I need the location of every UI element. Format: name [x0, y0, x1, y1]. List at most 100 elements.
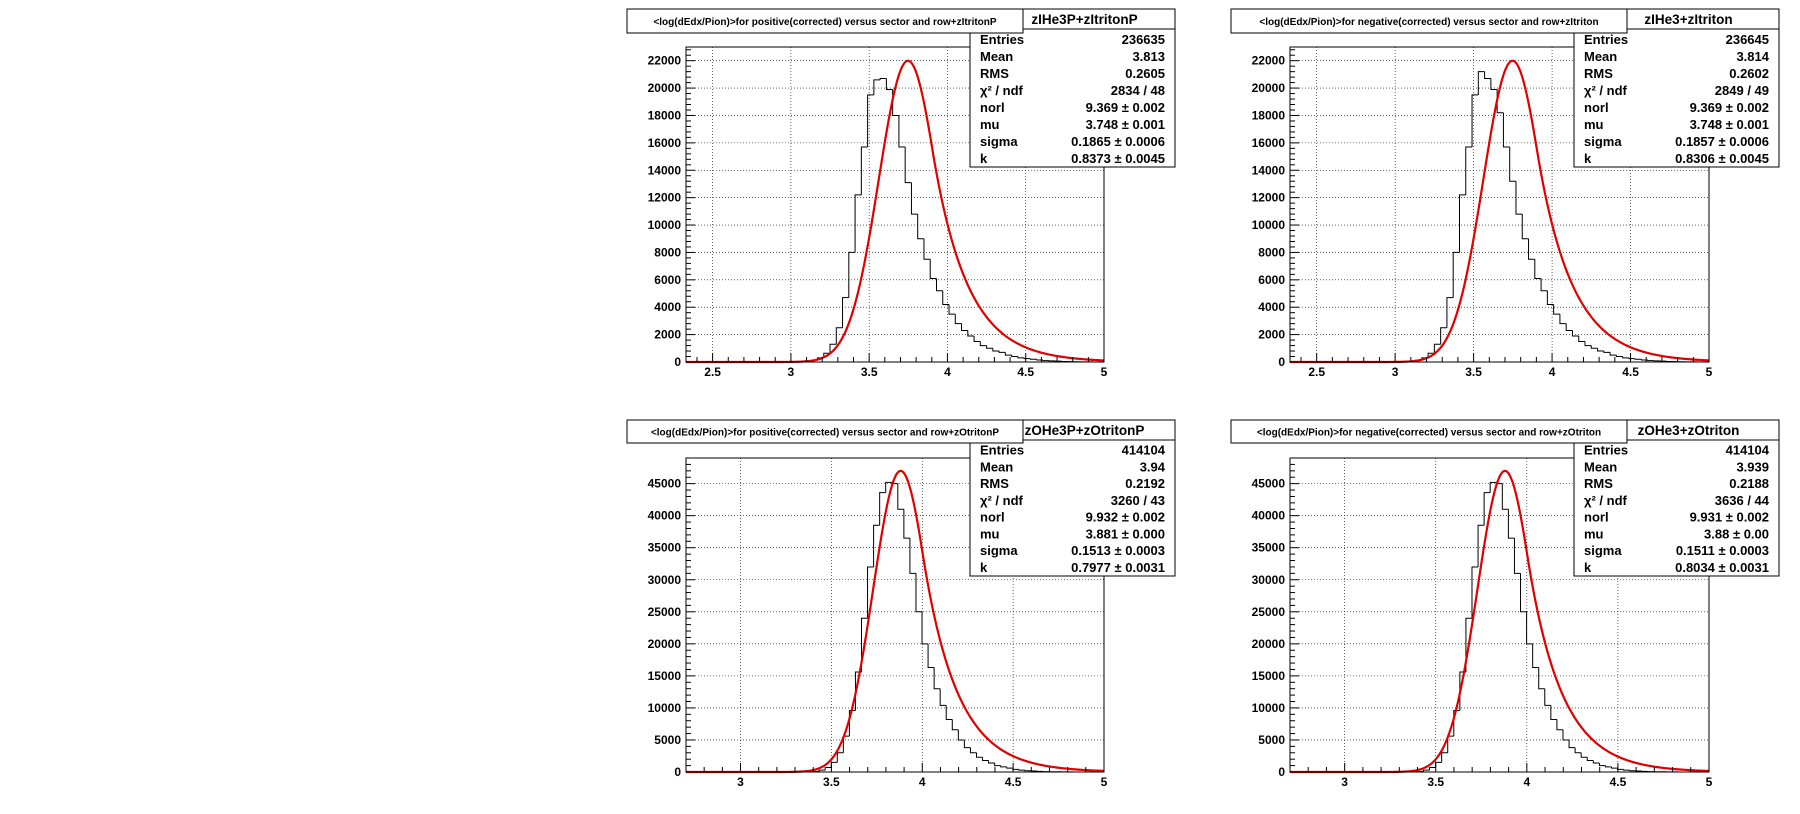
title-box — [1230, 8, 1628, 34]
histogram-bin — [1571, 330, 1579, 337]
histogram-bin — [942, 290, 950, 305]
histogram-bin — [979, 341, 987, 347]
y-tick-label: 10000 — [1252, 218, 1286, 232]
x-tick-label: 4.5 — [1005, 775, 1022, 789]
histogram-bin — [873, 79, 881, 95]
y-tick-label: 22000 — [1252, 54, 1286, 68]
chart-pad-1: 2.5 3 3.5 4 4.5 5 0 2000 4000 6000 8000 10000 12000 1… — [626, 8, 1176, 379]
histogram-bin — [957, 729, 965, 741]
stats-value: 0.2192 — [1125, 476, 1165, 491]
stats-value: 2834 / 48 — [1111, 83, 1165, 98]
y-tick-label: 5000 — [1258, 733, 1285, 747]
histogram-bin — [1018, 769, 1025, 771]
histogram-bin — [1000, 765, 1007, 768]
histogram-bin — [903, 509, 910, 539]
histogram-bin — [1004, 352, 1012, 356]
histogram-bin — [835, 327, 843, 345]
y-tick-label: 25000 — [648, 605, 682, 619]
histogram-bin — [1422, 769, 1430, 772]
histogram-bin — [1011, 355, 1018, 358]
histogram-bin — [982, 757, 989, 761]
stats-label: norl — [1584, 100, 1609, 115]
histogram-bin — [1483, 492, 1491, 526]
stats-label: Entries — [1584, 32, 1628, 47]
stats-label: Mean — [1584, 49, 1617, 64]
stats-value: 0.1865 ± 0.0006 — [1071, 134, 1165, 149]
stats-label: Mean — [1584, 459, 1617, 474]
x-tick-label: 4.5 — [1610, 775, 1627, 789]
stats-label: mu — [1584, 117, 1604, 132]
stats-label: k — [980, 151, 988, 166]
stats-box — [1573, 8, 1780, 168]
histogram-bin — [963, 739, 971, 749]
histogram-bin — [945, 705, 953, 720]
stats-label: Mean — [980, 49, 1013, 64]
histogram-bin — [1629, 770, 1636, 772]
stats-value: 0.8373 ± 0.0045 — [1071, 151, 1165, 166]
x-tick-label: 5 — [1101, 775, 1108, 789]
stats-label: mu — [980, 526, 1000, 541]
histogram-bin — [1590, 345, 1598, 349]
x-tick-label: 2.5 — [704, 365, 721, 379]
histogram-bin — [1634, 358, 1642, 360]
histogram-bin — [830, 761, 838, 768]
x-tick-label: 4 — [1549, 365, 1556, 379]
stats-label: Entries — [1584, 443, 1628, 458]
histogram-bin — [1024, 770, 1031, 772]
stats-label: norl — [980, 100, 1005, 115]
plot-frame — [685, 46, 1105, 363]
x-tick-label: 5 — [1706, 775, 1713, 789]
stats-value: 9.369 ± 0.002 — [1086, 100, 1165, 115]
stats-value: 0.8034 ± 0.0031 — [1675, 560, 1769, 575]
histogram-bin — [1609, 352, 1617, 356]
histogram-bin — [1546, 290, 1554, 305]
histogram-bin — [961, 323, 968, 331]
stats-label: sigma — [1584, 543, 1622, 558]
histogram-bin — [939, 688, 947, 706]
stats-value: 3.939 — [1736, 459, 1769, 474]
chart-pad-4: 3 3.5 4 4.5 5 0 5000 10000 15000 20000 25000 30000 3… — [1230, 419, 1780, 789]
histogram-bin — [1515, 181, 1523, 215]
histogram-bin — [1521, 214, 1529, 240]
stats-value: 9.369 ± 0.002 — [1690, 100, 1769, 115]
histogram-bin — [1441, 752, 1448, 763]
chart-pad-2: 2.5 3 3.5 4 4.5 5 0 2000 4000 6000 8000 10000 12000 1… — [1230, 8, 1780, 379]
histogram-bin — [1490, 78, 1498, 90]
histogram-bin — [1017, 356, 1025, 359]
histogram-bin — [861, 617, 868, 673]
stats-label: mu — [1584, 526, 1604, 541]
histogram-bin — [1429, 767, 1436, 771]
y-tick-label: 0 — [674, 355, 681, 369]
histogram-bin — [1513, 538, 1521, 574]
histogram-bin — [1471, 94, 1479, 147]
histogram-bin — [1565, 323, 1573, 331]
y-tick-label: 0 — [1278, 355, 1285, 369]
stats-value: 414104 — [1726, 443, 1770, 458]
histogram-bin — [1559, 314, 1567, 325]
y-tick-label: 18000 — [1252, 108, 1286, 122]
stats-value: 3.748 ± 0.001 — [1690, 117, 1769, 132]
histogram-bin — [988, 760, 995, 764]
stats-box — [969, 419, 1176, 577]
y-tick-label: 16000 — [648, 136, 682, 150]
stats-label: RMS — [980, 476, 1009, 491]
histogram-bin — [1447, 735, 1454, 753]
histogram-bin — [1544, 688, 1551, 706]
histogram-bin — [986, 345, 993, 349]
y-tick-label: 6000 — [654, 273, 681, 287]
histogram-bin — [842, 297, 849, 328]
y-tick-label: 40000 — [648, 509, 682, 523]
histogram-bin — [969, 747, 977, 754]
y-tick-label: 10000 — [1252, 701, 1286, 715]
histogram-bin — [998, 351, 1006, 353]
histogram-bin — [1453, 709, 1460, 737]
histogram-bin — [1568, 739, 1576, 749]
y-tick-label: 30000 — [1252, 573, 1286, 587]
stats-label: Entries — [980, 443, 1024, 458]
stats-label: norl — [980, 510, 1005, 525]
histogram-bin — [1538, 667, 1545, 690]
histogram-bin — [1603, 351, 1611, 353]
x-tick-label: 3.5 — [861, 365, 878, 379]
histogram-bin — [879, 78, 887, 80]
y-tick-label: 15000 — [1252, 669, 1286, 683]
